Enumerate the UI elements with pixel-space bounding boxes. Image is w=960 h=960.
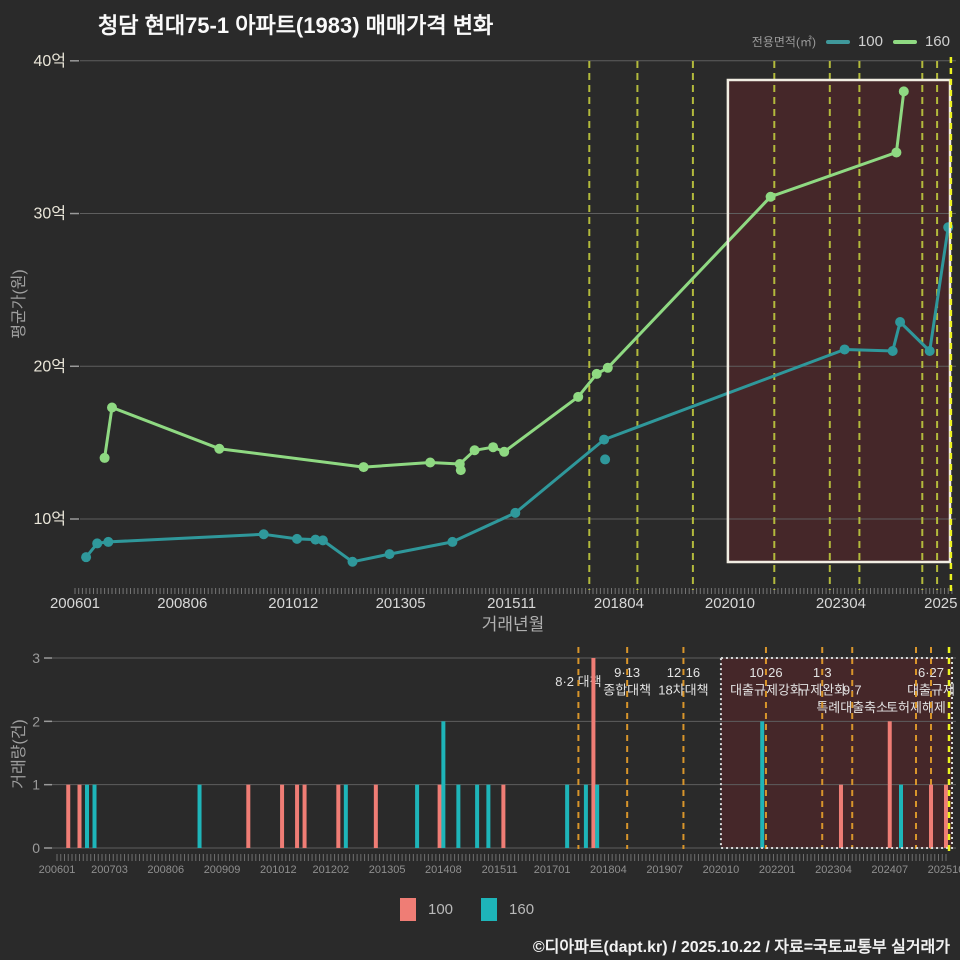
svg-text:대출규제강화: 대출규제강화 xyxy=(730,683,802,698)
svg-text:규제완화: 규제완화 xyxy=(798,683,846,698)
volume-bars-100[interactable] xyxy=(66,658,949,848)
svg-text:9·7: 9·7 xyxy=(843,683,862,698)
svg-text:1: 1 xyxy=(32,777,40,793)
volume-legend-item-160[interactable]: 160 xyxy=(481,898,534,921)
legend-item-100-label: 100 xyxy=(857,33,883,50)
price-axis-title: 평균가(원) xyxy=(11,269,28,339)
svg-text:202510: 202510 xyxy=(928,864,960,876)
svg-text:종합대책: 종합대책 xyxy=(603,683,651,698)
legend-item-160-label: 160 xyxy=(924,33,950,50)
svg-text:201408: 201408 xyxy=(425,864,462,876)
volume-legend: 100 160 xyxy=(400,898,534,921)
svg-text:202304: 202304 xyxy=(816,595,866,612)
policy-event-lines xyxy=(577,61,939,849)
volume-bars-160[interactable] xyxy=(85,721,903,848)
source-credit: ©디아파트(dapt.kr) / 2025.10.22 / 자료=국토교통부 실… xyxy=(532,939,950,956)
line-swatch-160-icon xyxy=(892,39,917,44)
volume-axis-title: 거래량(건) xyxy=(11,719,28,789)
bar-swatch-100-icon xyxy=(400,898,416,921)
svg-text:201305: 201305 xyxy=(369,864,406,876)
svg-text:202010: 202010 xyxy=(705,595,755,612)
price-line-160[interactable] xyxy=(99,86,909,476)
svg-text:2: 2 xyxy=(32,713,40,729)
svg-text:202010: 202010 xyxy=(703,864,740,876)
svg-text:30억: 30억 xyxy=(33,205,66,223)
price-line-100[interactable] xyxy=(81,222,954,567)
svg-text:201804: 201804 xyxy=(594,595,644,612)
svg-text:10억: 10억 xyxy=(33,510,66,528)
svg-text:40억: 40억 xyxy=(33,52,66,70)
svg-text:201804: 201804 xyxy=(590,864,627,876)
line-swatch-100-icon xyxy=(825,39,850,44)
svg-text:2025: 2025 xyxy=(924,595,957,612)
svg-text:201012: 201012 xyxy=(268,595,318,612)
svg-text:3: 3 xyxy=(32,650,40,666)
svg-text:201012: 201012 xyxy=(260,864,297,876)
svg-text:200806: 200806 xyxy=(157,595,207,612)
svg-text:200601: 200601 xyxy=(39,864,76,876)
latest-data-line xyxy=(947,57,953,856)
legend-item-100[interactable]: 100 xyxy=(825,33,883,50)
svg-text:201202: 201202 xyxy=(312,864,349,876)
page-title: 청담 현대75-1 아파트(1983) 매매가격 변화 xyxy=(98,13,494,38)
legend-item-160[interactable]: 160 xyxy=(892,33,950,50)
area-legend: 전용면적(㎡) 100 160 xyxy=(752,33,950,50)
svg-text:202304: 202304 xyxy=(815,864,852,876)
svg-text:200806: 200806 xyxy=(147,864,184,876)
svg-text:201701: 201701 xyxy=(534,864,571,876)
date-axis-title: 거래년월 xyxy=(481,615,545,634)
svg-text:202201: 202201 xyxy=(759,864,796,876)
svg-text:200909: 200909 xyxy=(204,864,241,876)
grid-and-axes: 10억 20억 30억 40억 200601 200806 201012 201305 2015… xyxy=(32,52,960,876)
svg-text:202407: 202407 xyxy=(871,864,908,876)
svg-text:201305: 201305 xyxy=(376,595,426,612)
highlight-regions xyxy=(720,80,952,848)
volume-legend-100-label: 100 xyxy=(428,901,454,918)
svg-text:0: 0 xyxy=(32,840,40,856)
svg-text:200601: 200601 xyxy=(50,595,100,612)
svg-text:201907: 201907 xyxy=(646,864,683,876)
svg-text:201511: 201511 xyxy=(487,595,536,612)
svg-text:20억: 20억 xyxy=(33,357,66,375)
svg-text:201511: 201511 xyxy=(482,864,518,876)
volume-legend-item-100[interactable]: 100 xyxy=(400,898,453,921)
svg-text:18차대책: 18차대책 xyxy=(658,683,708,698)
area-legend-label: 전용면적(㎡) xyxy=(751,35,816,49)
volume-legend-160-label: 160 xyxy=(509,901,535,918)
svg-text:대출규제: 대출규제 xyxy=(907,683,955,698)
bar-swatch-160-icon xyxy=(481,898,498,921)
svg-text:200703: 200703 xyxy=(91,864,128,876)
